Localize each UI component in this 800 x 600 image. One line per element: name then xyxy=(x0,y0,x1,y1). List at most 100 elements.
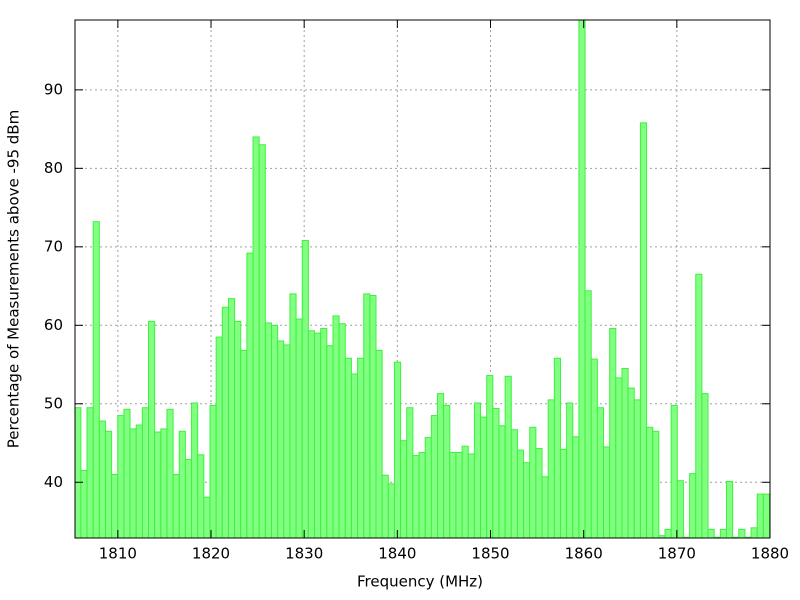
bar xyxy=(676,480,684,539)
bar xyxy=(492,408,500,539)
bar xyxy=(621,367,629,539)
bar xyxy=(461,445,469,539)
bar xyxy=(350,373,359,539)
y-tick-label: 70 xyxy=(44,237,63,255)
bar xyxy=(332,315,340,539)
bar xyxy=(584,290,592,539)
bar xyxy=(252,136,260,539)
bar xyxy=(209,404,217,539)
x-tick-label: 1880 xyxy=(751,545,789,563)
bar xyxy=(473,402,482,539)
bar xyxy=(135,424,143,539)
bar xyxy=(129,428,137,539)
bar xyxy=(615,377,623,539)
bar xyxy=(326,345,334,539)
bar xyxy=(559,448,568,539)
bar xyxy=(270,324,279,539)
y-tick-label: 40 xyxy=(44,473,63,491)
bar xyxy=(234,320,242,539)
bar xyxy=(160,428,168,539)
bar xyxy=(258,144,266,539)
bar xyxy=(603,446,611,539)
bar xyxy=(357,357,365,539)
bar xyxy=(633,399,641,539)
bar xyxy=(529,426,537,539)
bar xyxy=(541,476,549,539)
bar xyxy=(455,451,463,539)
bar xyxy=(191,402,199,539)
bar xyxy=(436,393,445,539)
bar xyxy=(141,407,150,539)
bar xyxy=(227,298,236,539)
bar xyxy=(117,415,125,539)
bar xyxy=(406,407,414,539)
bar xyxy=(738,528,746,539)
bar xyxy=(363,293,371,539)
bar xyxy=(387,483,395,539)
bar xyxy=(369,294,377,539)
bar xyxy=(639,122,648,539)
bar xyxy=(609,327,617,539)
bar xyxy=(393,361,402,539)
y-tick-label: 50 xyxy=(44,394,63,412)
bar xyxy=(344,357,352,539)
bar xyxy=(301,240,309,539)
bar xyxy=(307,330,316,539)
bar xyxy=(719,528,727,539)
bar xyxy=(596,407,605,539)
bar xyxy=(578,19,586,539)
bar xyxy=(338,323,346,539)
bar xyxy=(320,327,328,539)
bar xyxy=(381,474,389,539)
bar xyxy=(553,357,561,539)
bar xyxy=(184,459,193,539)
y-tick-label: 80 xyxy=(44,159,63,177)
bar xyxy=(178,430,186,539)
bar xyxy=(111,473,119,539)
bar xyxy=(375,349,383,539)
bar xyxy=(203,496,211,539)
bar xyxy=(295,318,303,539)
bar xyxy=(246,252,254,539)
bar xyxy=(756,493,764,539)
bar xyxy=(762,493,771,539)
bar xyxy=(240,349,248,539)
bar xyxy=(449,451,457,539)
bar xyxy=(221,306,229,539)
bar xyxy=(148,320,156,539)
bar xyxy=(646,426,654,539)
x-tick-label: 1830 xyxy=(285,545,323,563)
plot-border xyxy=(74,19,771,539)
bar xyxy=(197,454,205,539)
bar xyxy=(314,332,322,539)
bar xyxy=(590,358,598,539)
bar xyxy=(467,453,475,539)
bar xyxy=(424,437,432,539)
bar xyxy=(74,407,82,539)
bar xyxy=(166,408,174,539)
bar xyxy=(504,375,512,539)
bar xyxy=(486,375,494,539)
bar xyxy=(652,430,660,539)
bar xyxy=(86,407,94,539)
bar xyxy=(498,425,506,539)
bar xyxy=(104,430,113,539)
bar xyxy=(510,429,518,539)
bar xyxy=(264,322,272,539)
y-axis-label: Percentage of Measurements above -95 dBm xyxy=(5,110,23,448)
bar xyxy=(547,399,555,539)
bar xyxy=(695,273,703,539)
bar xyxy=(750,527,758,539)
bar xyxy=(627,387,635,539)
bar xyxy=(215,336,223,539)
bar xyxy=(289,293,297,539)
x-tick-label: 1850 xyxy=(471,545,509,563)
bar xyxy=(418,451,426,539)
bar xyxy=(277,340,285,539)
bar xyxy=(412,455,420,539)
y-tick-label: 60 xyxy=(44,316,63,334)
bar xyxy=(283,344,291,539)
bar xyxy=(480,416,488,539)
x-tick-label: 1820 xyxy=(192,545,230,563)
